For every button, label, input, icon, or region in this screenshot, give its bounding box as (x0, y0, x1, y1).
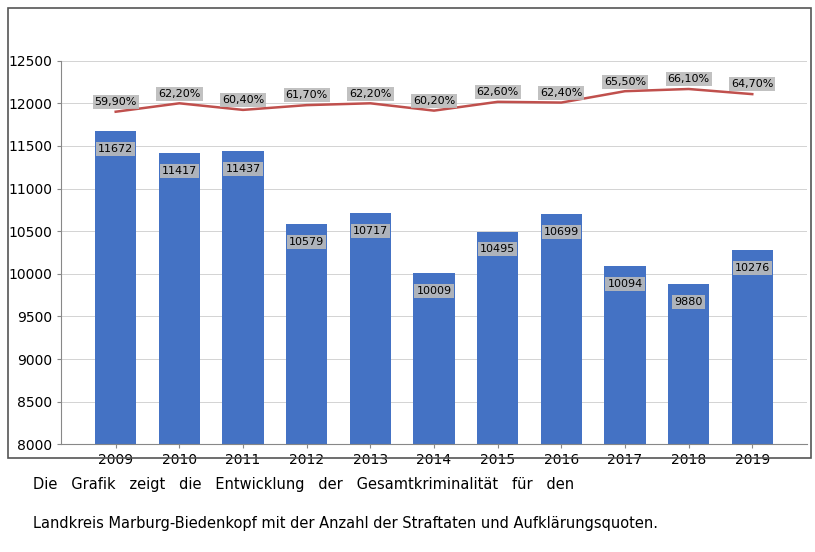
Bar (350, 213, 391, 444)
Text: 64,70%: 64,70% (731, 79, 773, 89)
Text: Landkreis Marburg-Biedenkopf mit der Anzahl der Straftaten und Aufklärungsquoten: Landkreis Marburg-Biedenkopf mit der Anz… (33, 516, 658, 531)
Text: 60,20%: 60,20% (413, 96, 455, 106)
Bar (732, 250, 773, 444)
Bar (95, 131, 136, 444)
Text: 10276: 10276 (734, 263, 770, 273)
Text: 11672: 11672 (98, 144, 134, 154)
Text: 60,40%: 60,40% (222, 95, 264, 105)
Text: 11417: 11417 (161, 166, 197, 176)
Bar (222, 151, 264, 444)
Bar (477, 232, 518, 444)
Text: 61,70%: 61,70% (285, 91, 328, 100)
Text: 10094: 10094 (607, 279, 642, 289)
Bar (604, 266, 645, 444)
Bar (540, 214, 582, 444)
Bar (159, 153, 200, 444)
Text: 62,20%: 62,20% (349, 89, 391, 99)
Text: 66,10%: 66,10% (667, 75, 710, 84)
Text: 10579: 10579 (289, 237, 324, 247)
Bar (286, 225, 328, 444)
Text: 62,20%: 62,20% (158, 89, 200, 99)
Text: 62,40%: 62,40% (540, 88, 583, 98)
Text: 11437: 11437 (226, 164, 261, 174)
Text: 65,50%: 65,50% (604, 77, 646, 87)
Text: 62,60%: 62,60% (477, 87, 519, 97)
Bar (413, 273, 455, 444)
Text: 10495: 10495 (480, 245, 515, 254)
Text: 10009: 10009 (416, 286, 452, 296)
Text: 10699: 10699 (544, 227, 579, 237)
Text: Die   Grafik   zeigt   die   Entwicklung   der   Gesamtkriminalität   für   den: Die Grafik zeigt die Entwicklung der Ges… (33, 477, 574, 492)
Text: 59,90%: 59,90% (95, 97, 137, 107)
Text: 9880: 9880 (675, 297, 703, 307)
Bar (668, 284, 709, 444)
Text: 10717: 10717 (353, 226, 388, 236)
